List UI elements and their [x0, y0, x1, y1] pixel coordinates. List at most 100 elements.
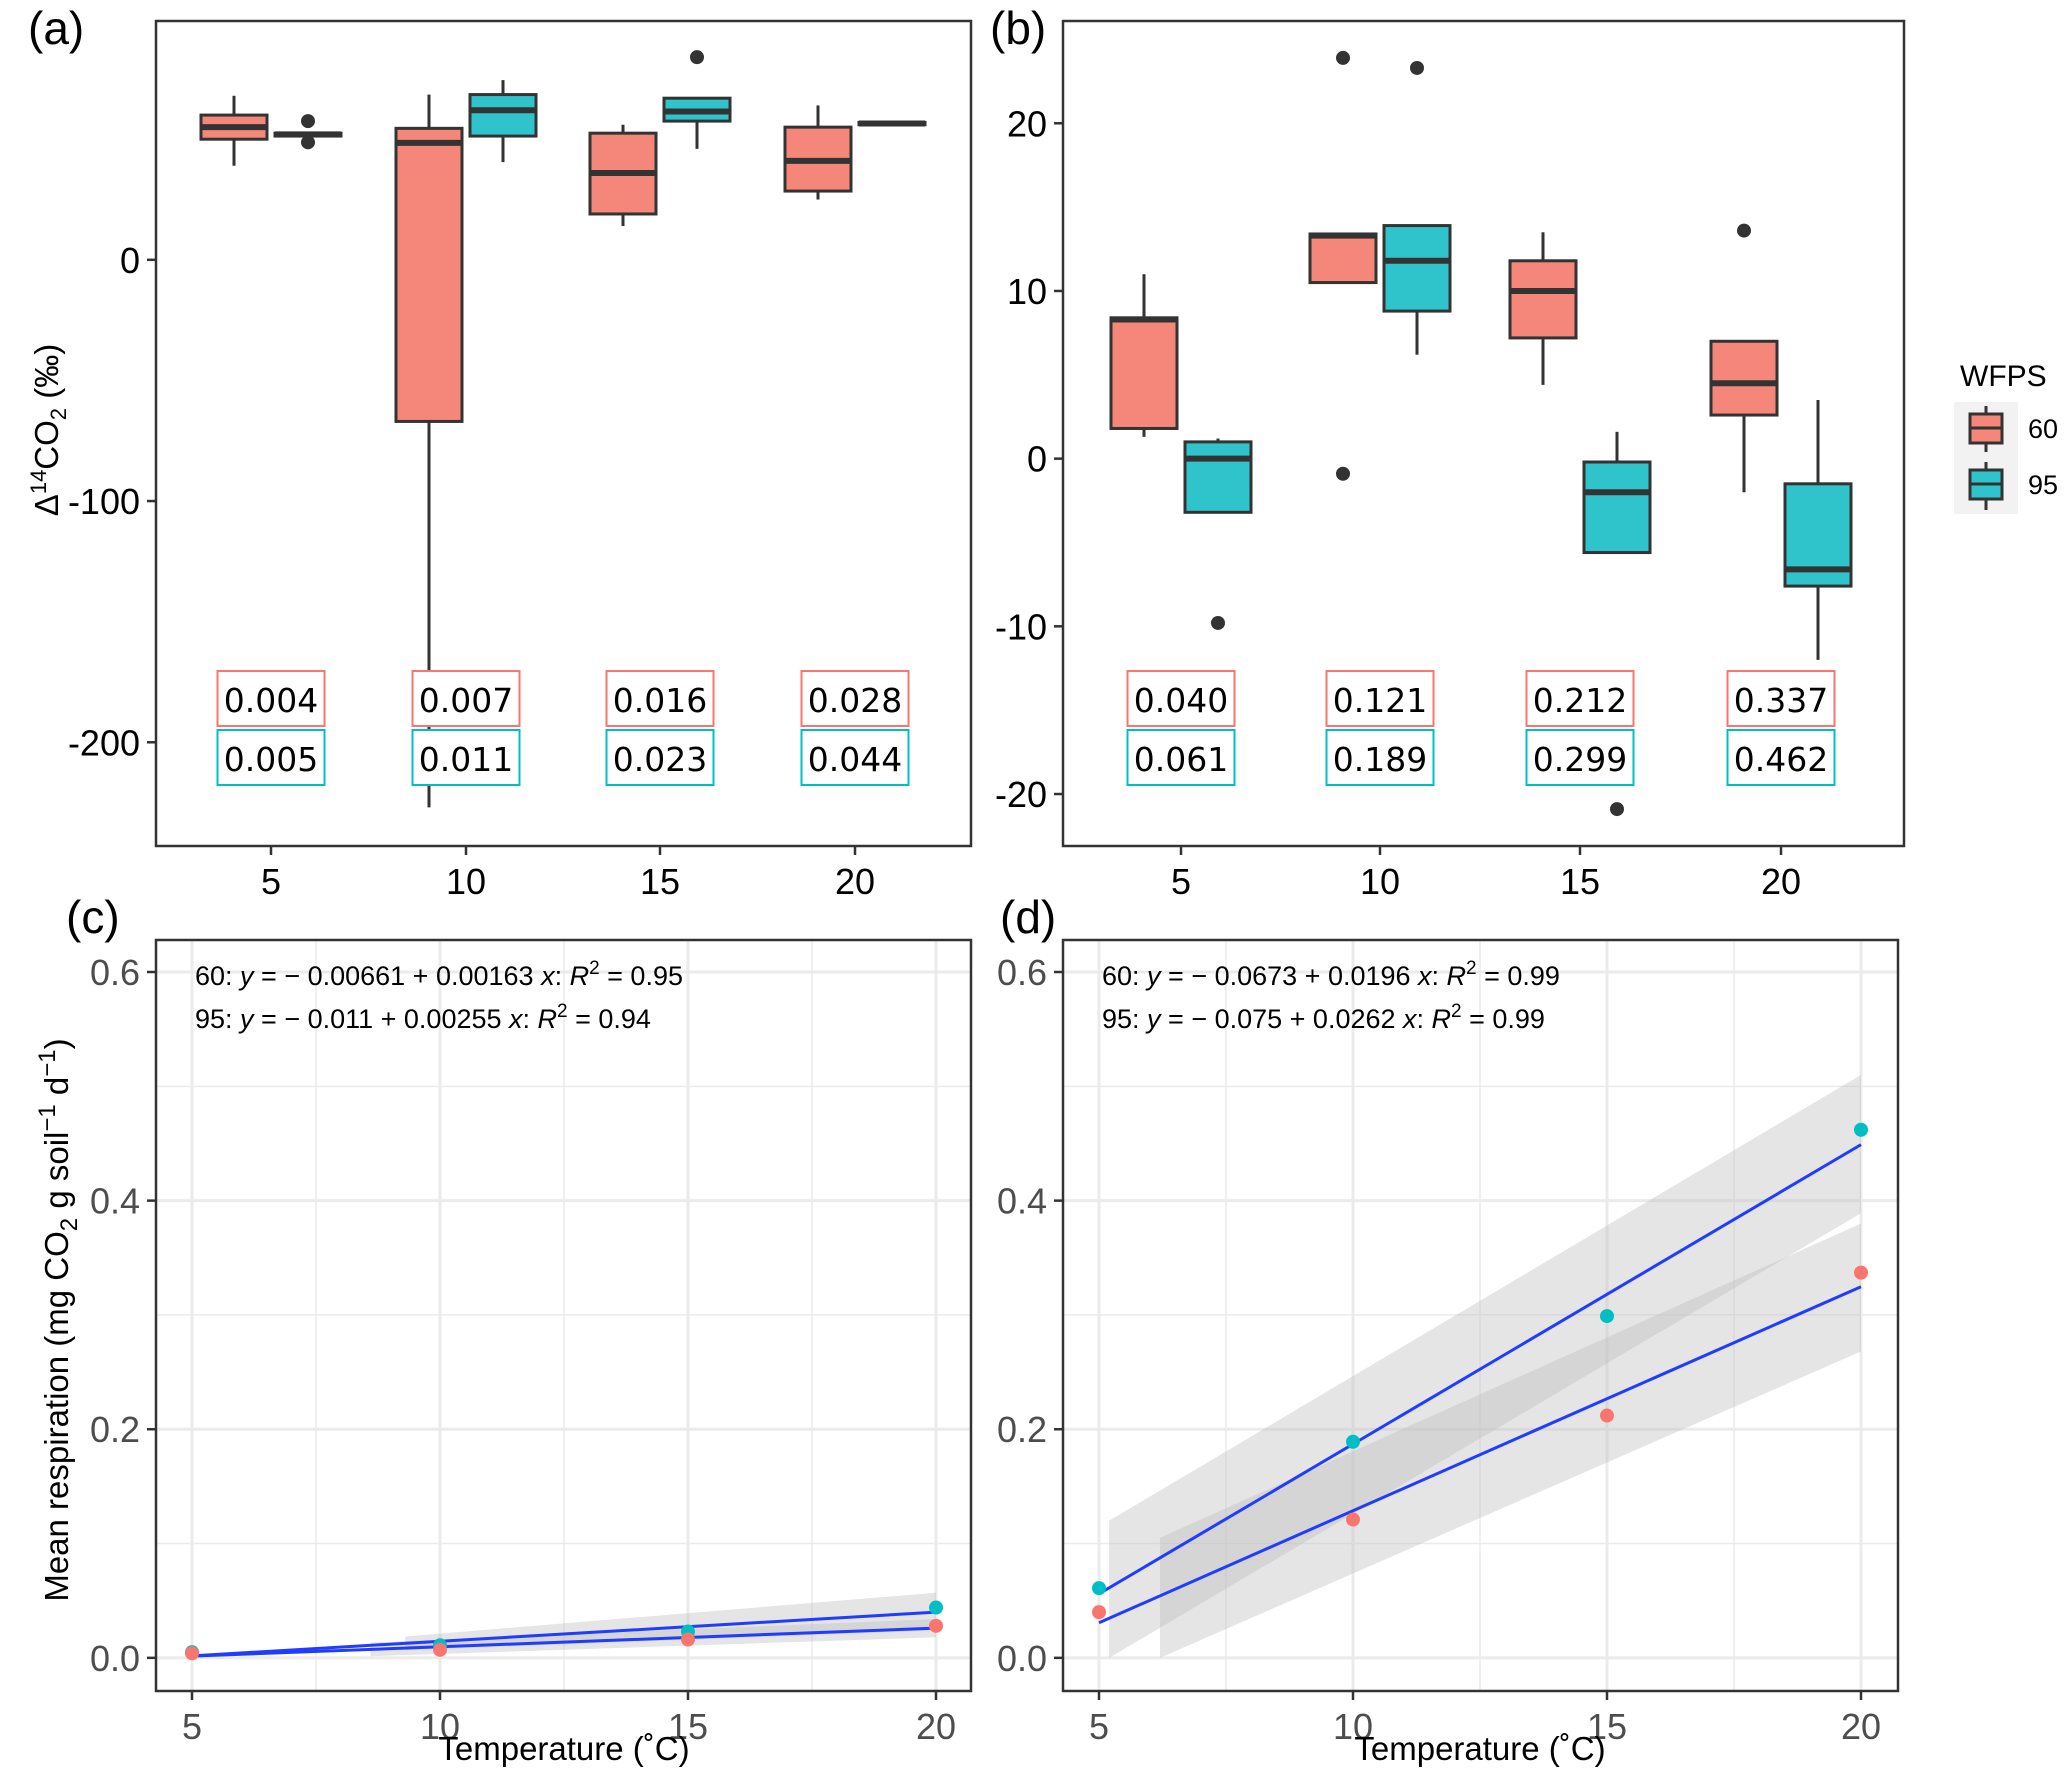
box-60-5: [1109, 274, 1179, 437]
rate-label-95: 0.189: [1333, 740, 1427, 779]
box-95-10: [468, 80, 538, 163]
legend-key-95: [1968, 462, 2004, 510]
x-tick-label: 20: [1841, 1706, 1881, 1747]
outlier-point: [1410, 60, 1424, 75]
panel-label-c: (c): [66, 891, 120, 943]
legend-title: WFPS: [1960, 360, 2047, 393]
rate-label-60: 0.121: [1333, 681, 1427, 720]
rate-label-95: 0.299: [1533, 740, 1627, 779]
equation-part: :: [1432, 961, 1447, 991]
rate-box-95: [216, 729, 326, 786]
rate-box-95: [800, 729, 910, 786]
panel-c-ylabel: Mean respiration (mg CO2 g soil−1 d−1): [34, 1038, 83, 1601]
equation-part: = − 0.00661 + 0.00163: [254, 961, 542, 991]
x-tick-label: 10: [420, 1706, 460, 1747]
rate-box-60: [216, 670, 326, 727]
equation-part: R: [570, 961, 590, 991]
rate-label-60: 0.337: [1734, 681, 1828, 720]
equation-part: x: [539, 961, 556, 991]
box-60-5: [199, 95, 269, 166]
box-95-10: [1382, 60, 1452, 355]
x-tick-label: 15: [1587, 1706, 1627, 1747]
equation-part: 2: [557, 1001, 568, 1022]
equation-part: x: [1416, 961, 1433, 991]
y-tick-label: 0.0: [997, 1638, 1047, 1679]
box-iqr: [468, 93, 538, 138]
data-point-95: [1854, 1122, 1868, 1137]
box-iqr: [1109, 316, 1179, 430]
rate-box-95: [1525, 729, 1635, 786]
panel-label-a: (a): [28, 2, 84, 54]
data-point-60: [1092, 1605, 1106, 1620]
rate-box-95: [605, 729, 715, 786]
box-95-20: [1783, 399, 1853, 660]
equation-part: R: [1447, 961, 1467, 991]
panel-label-b: (b): [990, 2, 1046, 54]
plot-frame: [1061, 19, 1906, 848]
fit-line-60: [1098, 1285, 1862, 1625]
data-point-95: [1092, 1581, 1106, 1596]
equation-part: 95:: [1102, 1004, 1147, 1034]
equation-part: = 0.99: [1477, 961, 1560, 991]
panel-d-xlabel: Temperature (˚C): [1354, 1730, 1605, 1767]
plot-frame: [1061, 938, 1900, 1693]
x-tick-label: 20: [1761, 861, 1801, 902]
y-tick-label: 0.4: [997, 1181, 1047, 1222]
x-tick-label: 5: [182, 1706, 202, 1747]
rate-label-95: 0.462: [1734, 740, 1828, 779]
x-tick-label: 10: [1333, 1706, 1373, 1747]
outlier-point: [1737, 223, 1751, 238]
rate-box-60: [1726, 670, 1836, 727]
panel-c-xlabel: Temperature (˚C): [438, 1730, 689, 1767]
outlier-point: [1610, 802, 1624, 817]
y-tick-label: 0.4: [90, 1181, 140, 1222]
rate-label-95: 0.044: [808, 740, 902, 779]
outlier-point: [1336, 50, 1350, 65]
box-60-10: [1308, 50, 1378, 481]
equation-part: 95:: [195, 1004, 240, 1034]
equation-part: = − 0.011 + 0.00255: [254, 1004, 509, 1034]
regression-equation-95: 95: y = − 0.011 + 0.00255 x: R2 = 0.94: [195, 1001, 651, 1034]
box-95-5: [273, 114, 343, 150]
box-95-5: [1183, 438, 1253, 630]
rate-box-60: [605, 670, 715, 727]
x-tick-label: 15: [1560, 861, 1600, 902]
y-tick-label: 0.6: [90, 952, 140, 993]
x-tick-label: 5: [1171, 861, 1191, 902]
rate-label-60: 0.212: [1533, 681, 1627, 720]
box-60-20: [783, 105, 853, 200]
data-point-60: [929, 1618, 943, 1633]
rate-label-95: 0.011: [419, 740, 513, 779]
rate-box-60: [1525, 670, 1635, 727]
x-tick-label: 20: [916, 1706, 956, 1747]
panel-c-scatter: 0.0 0.2 0.4 0.6 5 10 15 20 60: y = − 0.00661 + 0…: [90, 938, 973, 1747]
panel-b-boxplot: 20 10 0 -10 -20 5 10 15 20 0.040 0.121 0.212 0.337 0.…: [995, 19, 1906, 902]
outlier-point: [301, 135, 315, 150]
data-point-60: [681, 1632, 695, 1647]
legend: WFPS 60 95: [1954, 360, 2058, 514]
x-tick-label: 10: [1360, 861, 1400, 902]
box-95-20: [857, 120, 927, 127]
box-iqr: [394, 126, 464, 423]
equation-part: y: [1145, 961, 1162, 991]
rate-box-60: [1325, 670, 1435, 727]
y-tick-label: -20: [995, 774, 1047, 815]
rate-label-60: 0.007: [419, 681, 513, 720]
legend-key-60: [1968, 406, 2004, 452]
equation-part: :: [555, 961, 570, 991]
regression-equation-60: 60: y = − 0.00661 + 0.00163 x: R2 = 0.95: [195, 958, 683, 991]
panel-a-boxplot: 0 -100 -200 5 10 15 20 0.004 0.007 0.016 0.028 0.00…: [68, 19, 973, 902]
y-tick-label: -100: [68, 481, 140, 522]
box-60-20: [1709, 223, 1779, 493]
outlier-point: [690, 50, 704, 65]
equation-part: 2: [1466, 958, 1477, 979]
regression-equation-95: 95: y = − 0.075 + 0.0262 x: R2 = 0.99: [1102, 1001, 1545, 1034]
y-tick-label: -10: [995, 606, 1047, 647]
y-tick-label: 0.2: [997, 1409, 1047, 1450]
rate-box-95: [1726, 729, 1836, 786]
box-iqr: [1382, 224, 1452, 313]
data-point-95: [1346, 1434, 1360, 1449]
regression-equation-60: 60: y = − 0.0673 + 0.0196 x: R2 = 0.99: [1102, 958, 1560, 991]
panel-d-scatter: 0.0 0.2 0.4 0.6 5 10 15 20 60: y = − 0.0673 + 0.…: [997, 938, 1900, 1747]
